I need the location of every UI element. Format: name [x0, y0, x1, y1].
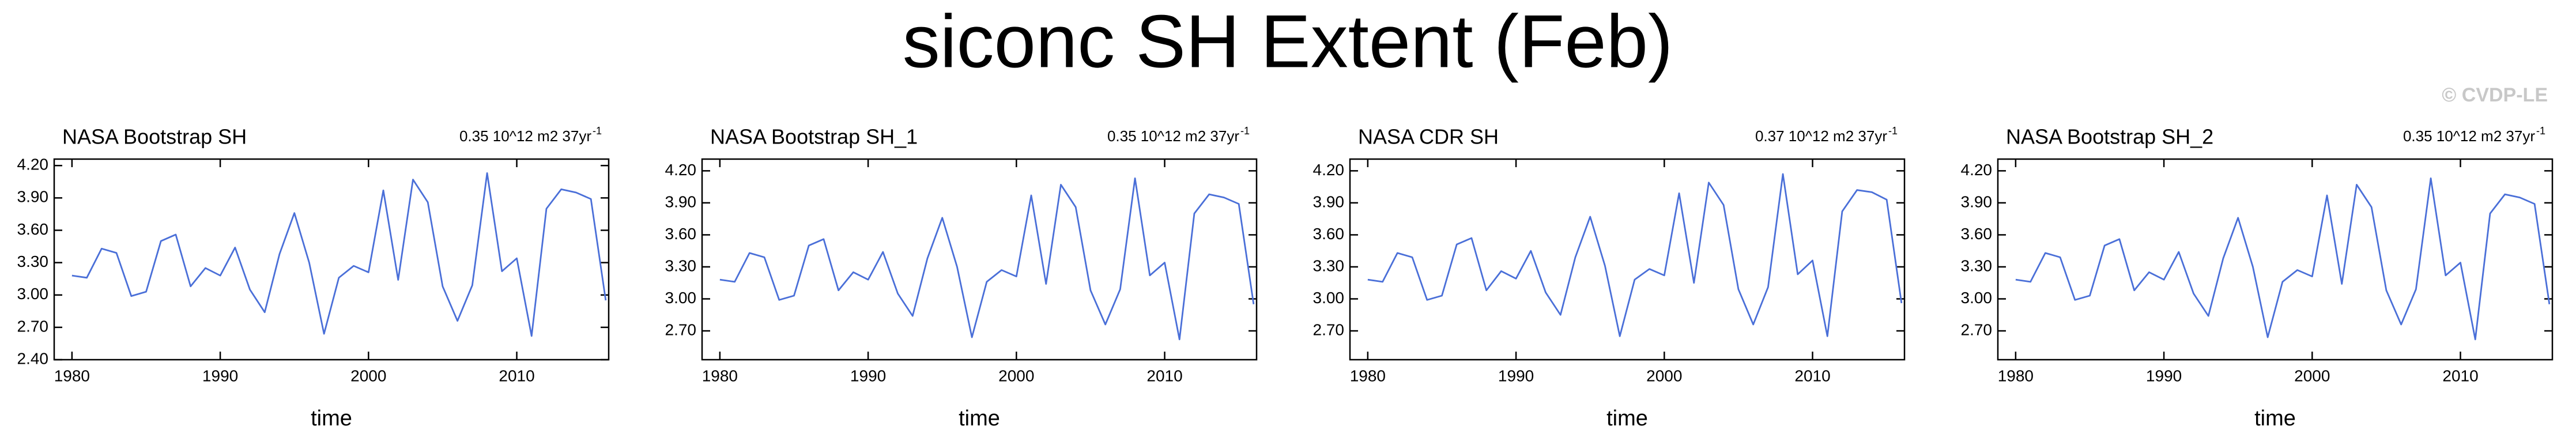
- x-tick-label: 1980: [702, 367, 738, 384]
- x-tick-label: 1990: [1498, 367, 1534, 384]
- series-line: [71, 172, 607, 337]
- y-tick-label: 3.30: [665, 257, 697, 274]
- panel-title: NASA CDR SH: [1358, 125, 1499, 149]
- x-tick-label: 2000: [2294, 367, 2330, 384]
- y-tick-label: 3.90: [1313, 193, 1345, 210]
- y-tick-label: 4.20: [1313, 161, 1345, 179]
- y-tick-label: 3.60: [1313, 225, 1345, 243]
- y-tick-label: 3.30: [1961, 257, 1993, 274]
- x-axis-label: time: [1606, 406, 1648, 431]
- trend-exponent: -1: [2536, 125, 2545, 137]
- y-tick-label: 3.90: [17, 188, 49, 206]
- y-tick-label: 3.60: [17, 220, 49, 238]
- plot-frame: [1997, 158, 2554, 361]
- x-tick-label: 1980: [54, 367, 90, 384]
- y-tick-label: 2.70: [1313, 320, 1345, 338]
- series-line: [719, 177, 1255, 341]
- trend-label: 0.35 10^12 m2 37yr: [459, 127, 591, 145]
- trend-exponent: -1: [1240, 125, 1250, 137]
- y-tick-label: 2.70: [1961, 320, 1993, 338]
- y-tick-label: 3.90: [1961, 193, 1993, 210]
- x-tick-label: 2010: [1146, 367, 1182, 384]
- trend-label: 0.35 10^12 m2 37yr: [2403, 127, 2535, 145]
- x-tick-label: 2010: [1794, 367, 1830, 384]
- y-tick-label: 3.00: [665, 289, 697, 307]
- series-line: [2015, 177, 2551, 341]
- y-tick-label: 3.60: [1961, 225, 1993, 243]
- x-axis-label: time: [959, 406, 1000, 431]
- plot-frame: [1349, 158, 1906, 361]
- trend-label: 0.35 10^12 m2 37yr: [1107, 127, 1239, 145]
- x-tick-label: 1990: [2146, 367, 2182, 384]
- panel-title: NASA Bootstrap SH: [62, 125, 247, 149]
- series-line: [1367, 173, 1903, 337]
- x-axis-label: time: [311, 406, 352, 431]
- y-tick-label: 2.40: [17, 349, 49, 367]
- trend-exponent: -1: [593, 125, 602, 137]
- figure-title: siconc SH Extent (Feb): [903, 0, 1673, 83]
- trend-exponent: -1: [1888, 125, 1898, 137]
- x-axis-label: time: [2254, 406, 2296, 431]
- x-tick-label: 2010: [499, 367, 534, 384]
- watermark: © CVDP-LE: [2442, 84, 2548, 106]
- panel-title: NASA Bootstrap SH_1: [710, 125, 918, 149]
- y-tick-label: 2.70: [17, 317, 49, 335]
- y-tick-label: 3.60: [665, 225, 697, 243]
- x-tick-label: 2000: [998, 367, 1034, 384]
- y-tick-label: 2.70: [665, 320, 697, 338]
- panel-title: NASA Bootstrap SH_2: [2006, 125, 2213, 149]
- y-tick-label: 3.00: [1313, 289, 1345, 307]
- y-tick-label: 3.90: [665, 193, 697, 210]
- y-tick-label: 4.20: [17, 156, 49, 174]
- x-tick-label: 2000: [1646, 367, 1682, 384]
- x-tick-label: 1990: [850, 367, 886, 384]
- y-tick-label: 4.20: [665, 161, 697, 179]
- y-tick-label: 3.00: [1961, 289, 1993, 307]
- x-tick-label: 2010: [2442, 367, 2478, 384]
- plot-frame: [701, 158, 1258, 361]
- x-tick-label: 1980: [1350, 367, 1386, 384]
- y-tick-label: 3.30: [1313, 257, 1345, 274]
- trend-label: 0.37 10^12 m2 37yr: [1755, 127, 1887, 145]
- y-tick-label: 4.20: [1961, 161, 1993, 179]
- x-tick-label: 1990: [202, 367, 238, 384]
- y-tick-label: 3.30: [17, 252, 49, 270]
- plot-frame: [53, 158, 610, 361]
- x-tick-label: 2000: [350, 367, 386, 384]
- x-tick-label: 1980: [1998, 367, 2034, 384]
- y-tick-label: 3.00: [17, 285, 49, 303]
